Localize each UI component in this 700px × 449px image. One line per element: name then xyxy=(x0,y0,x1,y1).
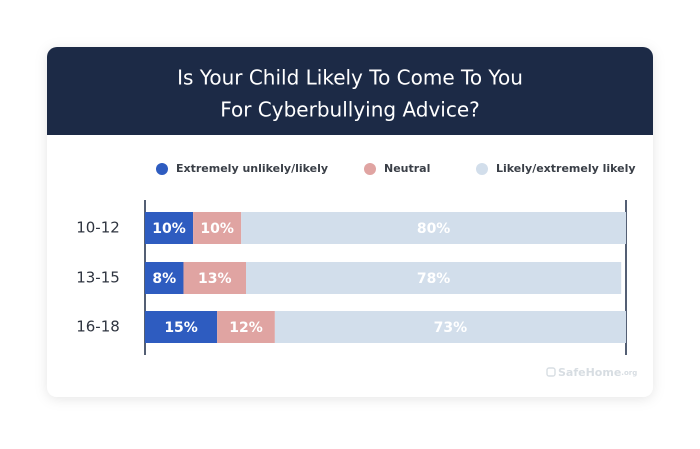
y-tick-label: 10-12 xyxy=(76,219,120,237)
watermark-text: SafeHome.org xyxy=(558,366,637,379)
header xyxy=(47,47,653,135)
legend-label: Likely/extremely likely xyxy=(496,162,636,175)
data-label: 15% xyxy=(164,320,198,336)
bar-segment xyxy=(183,262,247,294)
legend-swatch xyxy=(364,163,376,175)
watermark-icon xyxy=(546,367,556,377)
bar-segment xyxy=(274,311,626,343)
y-tick-label: 13-15 xyxy=(76,269,120,287)
legend-swatch xyxy=(156,163,168,175)
data-label: 73% xyxy=(434,320,468,336)
legend-label: Neutral xyxy=(384,162,430,175)
legend-label: Extremely unlikely/likely xyxy=(176,162,328,175)
y-tick-label: 16-18 xyxy=(76,318,120,336)
bar-segment xyxy=(145,311,218,343)
data-label: 12% xyxy=(229,320,263,336)
data-label: 10% xyxy=(152,221,186,237)
bar-segment xyxy=(246,262,622,294)
watermark-suffix: .org xyxy=(621,369,637,377)
watermark: SafeHome.org xyxy=(546,366,637,379)
watermark-name: SafeHome xyxy=(558,366,621,379)
bar-segment xyxy=(241,212,626,244)
bar-segment xyxy=(217,311,275,343)
data-label: 8% xyxy=(152,271,176,287)
bar-segment xyxy=(193,212,242,244)
data-label: 10% xyxy=(200,221,234,237)
data-label: 13% xyxy=(198,271,232,287)
legend-swatch xyxy=(476,163,488,175)
chart-title: Is Your Child Likely To Come To You xyxy=(177,66,523,90)
plot: Extremely unlikely/likely Neutral Likely/e… xyxy=(76,162,636,355)
data-label: 80% xyxy=(417,221,451,237)
data-label: 78% xyxy=(417,271,451,287)
bar-segment xyxy=(145,212,194,244)
chart-title: For Cyberbullying Advice? xyxy=(220,98,480,122)
bar-segment xyxy=(145,262,184,294)
